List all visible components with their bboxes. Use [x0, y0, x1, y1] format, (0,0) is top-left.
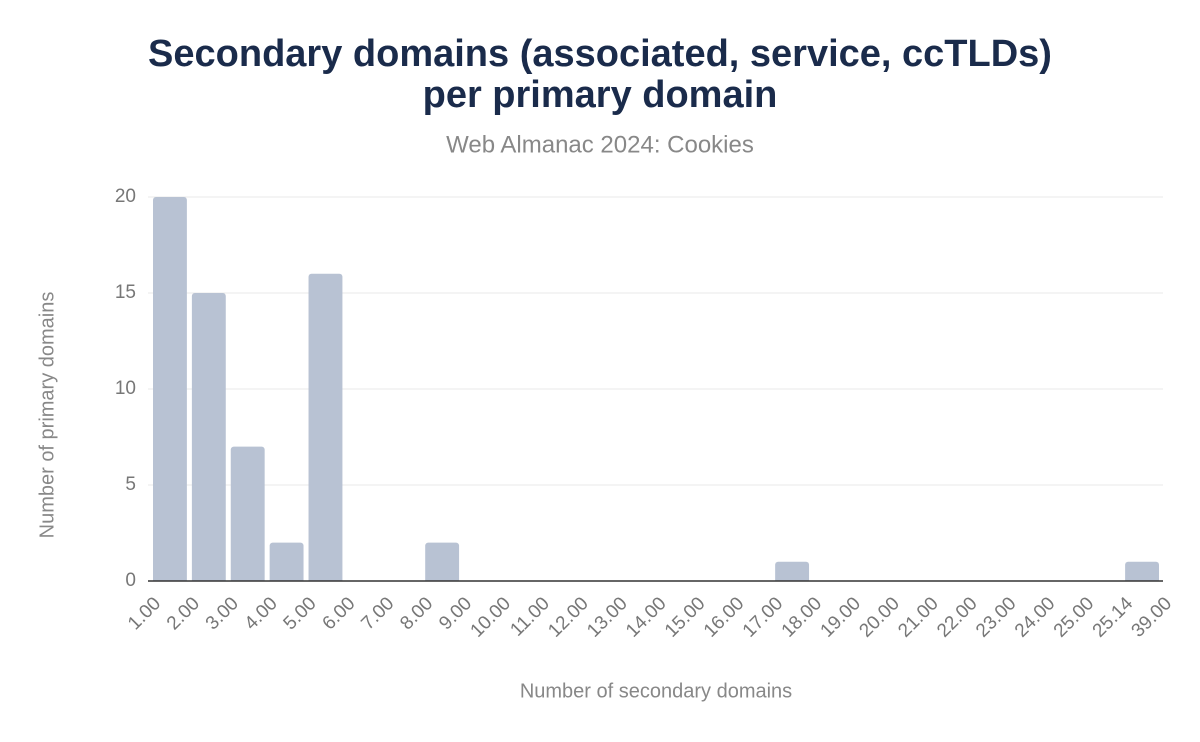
x-tick-label: 3.00	[202, 593, 243, 634]
x-tick-label: 19.00	[817, 593, 865, 641]
x-tick-label: 20.00	[855, 593, 903, 641]
x-tick-label: 17.00	[739, 593, 787, 641]
x-tick-label: 5.00	[280, 593, 321, 634]
chart-title: Secondary domains (associated, service, …	[148, 33, 1052, 75]
y-tick-label: 5	[125, 474, 136, 495]
x-tick-label: 23.00	[972, 593, 1020, 641]
chart-title: per primary domain	[423, 74, 778, 116]
x-tick-label: 24.00	[1011, 593, 1059, 641]
y-tick-label: 15	[115, 282, 136, 303]
y-tick-label: 0	[125, 570, 136, 591]
x-tick-label: 15.00	[661, 593, 709, 641]
x-tick-label: 39.00	[1128, 593, 1176, 641]
y-tick-label: 20	[115, 186, 136, 207]
x-tick-label: 22.00	[933, 593, 981, 641]
x-tick-label: 18.00	[778, 593, 826, 641]
chart-subtitle: Web Almanac 2024: Cookies	[446, 131, 754, 158]
y-tick-label: 10	[115, 378, 136, 399]
x-tick-label: 2.00	[163, 593, 204, 634]
x-tick-label: 6.00	[319, 593, 360, 634]
y-axis-title: Number of primary domains	[36, 292, 58, 539]
bar	[775, 561, 810, 584]
plot-cover	[148, 581, 1167, 586]
x-tick-label: 16.00	[700, 593, 748, 641]
x-tick-label: 4.00	[241, 593, 282, 634]
x-tick-label: 25.00	[1050, 593, 1098, 641]
x-tick-label: 13.00	[583, 593, 631, 641]
x-axis-title: Number of secondary domains	[520, 680, 792, 702]
x-tick-label: 1.00	[124, 593, 165, 634]
bar	[153, 197, 187, 584]
bar	[191, 293, 226, 584]
x-tick-label: 12.00	[544, 593, 592, 641]
bar	[308, 273, 343, 584]
x-tick-label: 21.00	[894, 593, 942, 641]
x-tick-label: 25.14	[1089, 593, 1138, 642]
bar	[1125, 561, 1159, 584]
x-tick-label: 7.00	[357, 593, 398, 634]
bar	[230, 446, 265, 584]
bar	[425, 542, 460, 584]
x-tick-label: 8.00	[396, 593, 437, 634]
x-tick-label: 14.00	[622, 593, 670, 641]
x-tick-label: 11.00	[506, 593, 553, 640]
x-tick-label: 10.00	[467, 593, 515, 641]
bar	[269, 542, 304, 584]
